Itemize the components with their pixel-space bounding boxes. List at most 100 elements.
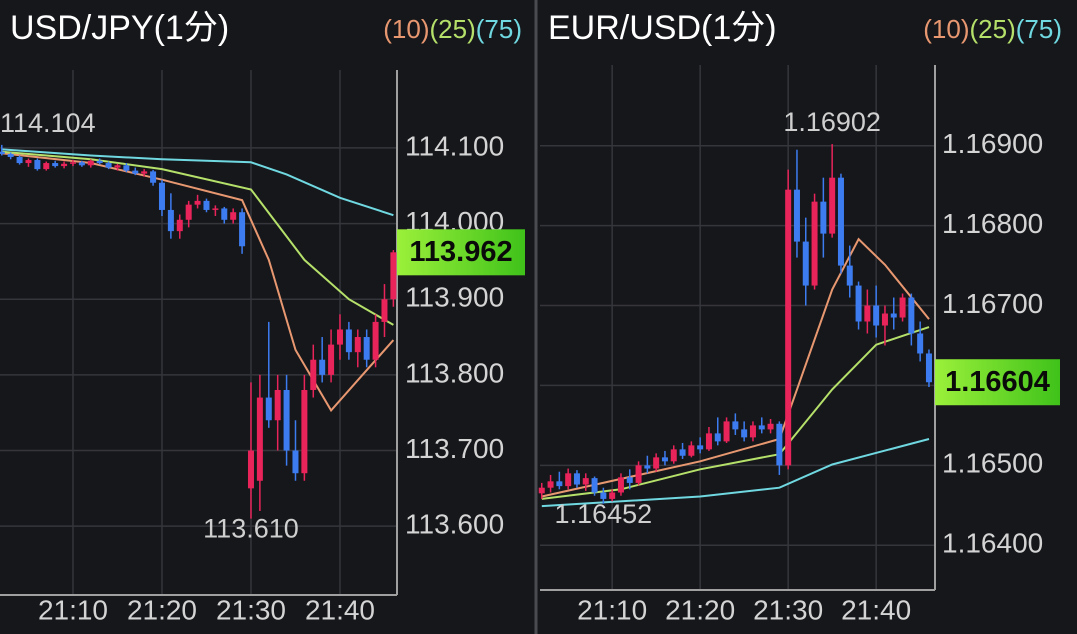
candle-body bbox=[123, 165, 130, 171]
candle-body bbox=[114, 165, 121, 168]
price-annotation: 1.16452 bbox=[555, 499, 653, 529]
candle-body bbox=[221, 208, 228, 220]
y-tick-label: 1.16900 bbox=[942, 128, 1043, 159]
candle-body bbox=[653, 457, 660, 469]
candle-body bbox=[829, 177, 836, 234]
candle-body bbox=[132, 170, 139, 174]
candle-body bbox=[390, 252, 397, 300]
y-tick-label: 1.16500 bbox=[942, 448, 1043, 479]
candle-body bbox=[565, 473, 572, 487]
candle-body bbox=[194, 200, 201, 205]
candle-body bbox=[185, 204, 192, 220]
candle-body bbox=[732, 421, 739, 430]
candle-body bbox=[34, 160, 41, 170]
candle-body bbox=[203, 200, 210, 210]
candle-body bbox=[381, 299, 388, 322]
y-tick-label: 113.800 bbox=[405, 357, 504, 388]
x-tick-label: 21:10 bbox=[577, 594, 647, 625]
y-tick-label: 1.16400 bbox=[942, 528, 1043, 559]
candle-body bbox=[582, 478, 589, 485]
legend-entry: (25) bbox=[970, 14, 1016, 44]
candle-body bbox=[96, 160, 103, 164]
candle-body bbox=[16, 156, 23, 164]
last-price-label: 113.962 bbox=[409, 236, 512, 268]
last-price-box bbox=[935, 359, 1060, 406]
candle-body bbox=[617, 477, 624, 493]
candle-body bbox=[688, 445, 695, 456]
candle-body bbox=[52, 163, 59, 167]
candle-body bbox=[837, 177, 844, 266]
candle-body bbox=[723, 421, 730, 442]
plot-area bbox=[538, 144, 932, 508]
candle-body bbox=[714, 433, 721, 442]
candle-body bbox=[283, 389, 290, 451]
candle-body bbox=[141, 171, 148, 174]
candle-body bbox=[705, 433, 712, 450]
candle-body bbox=[670, 449, 677, 462]
x-tick-label: 21:40 bbox=[305, 594, 375, 625]
moving-average-line bbox=[1, 152, 395, 413]
candle-body bbox=[247, 450, 254, 489]
candle-body bbox=[644, 465, 651, 469]
candle-body bbox=[239, 212, 246, 247]
candle-body bbox=[846, 265, 853, 286]
legend: (10)(25)(75) bbox=[383, 14, 522, 44]
candle-body bbox=[372, 321, 379, 360]
moving-average-line bbox=[1, 148, 394, 217]
candle-body bbox=[78, 162, 85, 166]
legend-entry: (25) bbox=[430, 14, 476, 44]
y-tick-label: 113.900 bbox=[405, 282, 504, 313]
candle-body bbox=[591, 478, 598, 493]
candle-body bbox=[354, 337, 361, 353]
candle-body bbox=[908, 297, 915, 334]
candle-body bbox=[820, 201, 827, 234]
x-tick-label: 21:40 bbox=[841, 594, 911, 625]
y-tick-label: 114.100 bbox=[405, 130, 504, 161]
candle-body bbox=[265, 397, 272, 421]
candle-body bbox=[600, 492, 607, 499]
y-tick-label: 113.700 bbox=[405, 433, 504, 464]
legend-entry: (10) bbox=[923, 14, 969, 44]
candle-body bbox=[158, 182, 165, 210]
candle-body bbox=[0, 151, 5, 154]
candle-body bbox=[758, 425, 765, 430]
candle-body bbox=[925, 353, 932, 383]
candle-body bbox=[150, 171, 157, 183]
chart-title: USD/JPY(1分) bbox=[10, 9, 229, 47]
candle-body bbox=[301, 389, 308, 474]
y-tick-label: 113.600 bbox=[405, 509, 504, 540]
candle-body bbox=[609, 492, 616, 499]
candle-body bbox=[679, 449, 686, 456]
candle-body bbox=[556, 481, 563, 487]
candle-body bbox=[573, 473, 580, 485]
candle-body bbox=[873, 305, 880, 326]
candle-body bbox=[547, 481, 554, 488]
candle-body bbox=[785, 189, 792, 466]
moving-average-line bbox=[541, 438, 930, 508]
candle-body bbox=[635, 465, 642, 483]
candle-body bbox=[776, 423, 783, 466]
candle-body bbox=[69, 162, 76, 164]
last-price-label: 1.16604 bbox=[945, 366, 1050, 398]
candle-body bbox=[212, 208, 219, 210]
candle-body bbox=[87, 160, 94, 166]
x-tick-label: 21:10 bbox=[38, 594, 108, 625]
chart-title: EUR/USD(1分) bbox=[548, 9, 777, 47]
candle-body bbox=[345, 329, 352, 353]
candle-body bbox=[292, 450, 299, 474]
candle-body bbox=[363, 337, 370, 360]
candle-body bbox=[881, 313, 888, 326]
legend-entry: (75) bbox=[476, 14, 522, 44]
candle-body bbox=[864, 305, 871, 322]
candle-body bbox=[256, 397, 263, 481]
candle-body bbox=[890, 313, 897, 318]
candle-body bbox=[855, 285, 862, 322]
y-tick-label: 1.16800 bbox=[942, 208, 1043, 239]
x-tick-label: 21:20 bbox=[127, 594, 197, 625]
last-price-box bbox=[397, 229, 525, 276]
y-tick-label: 1.16700 bbox=[942, 288, 1043, 319]
candle-body bbox=[328, 344, 335, 375]
x-tick-label: 21:20 bbox=[665, 594, 735, 625]
